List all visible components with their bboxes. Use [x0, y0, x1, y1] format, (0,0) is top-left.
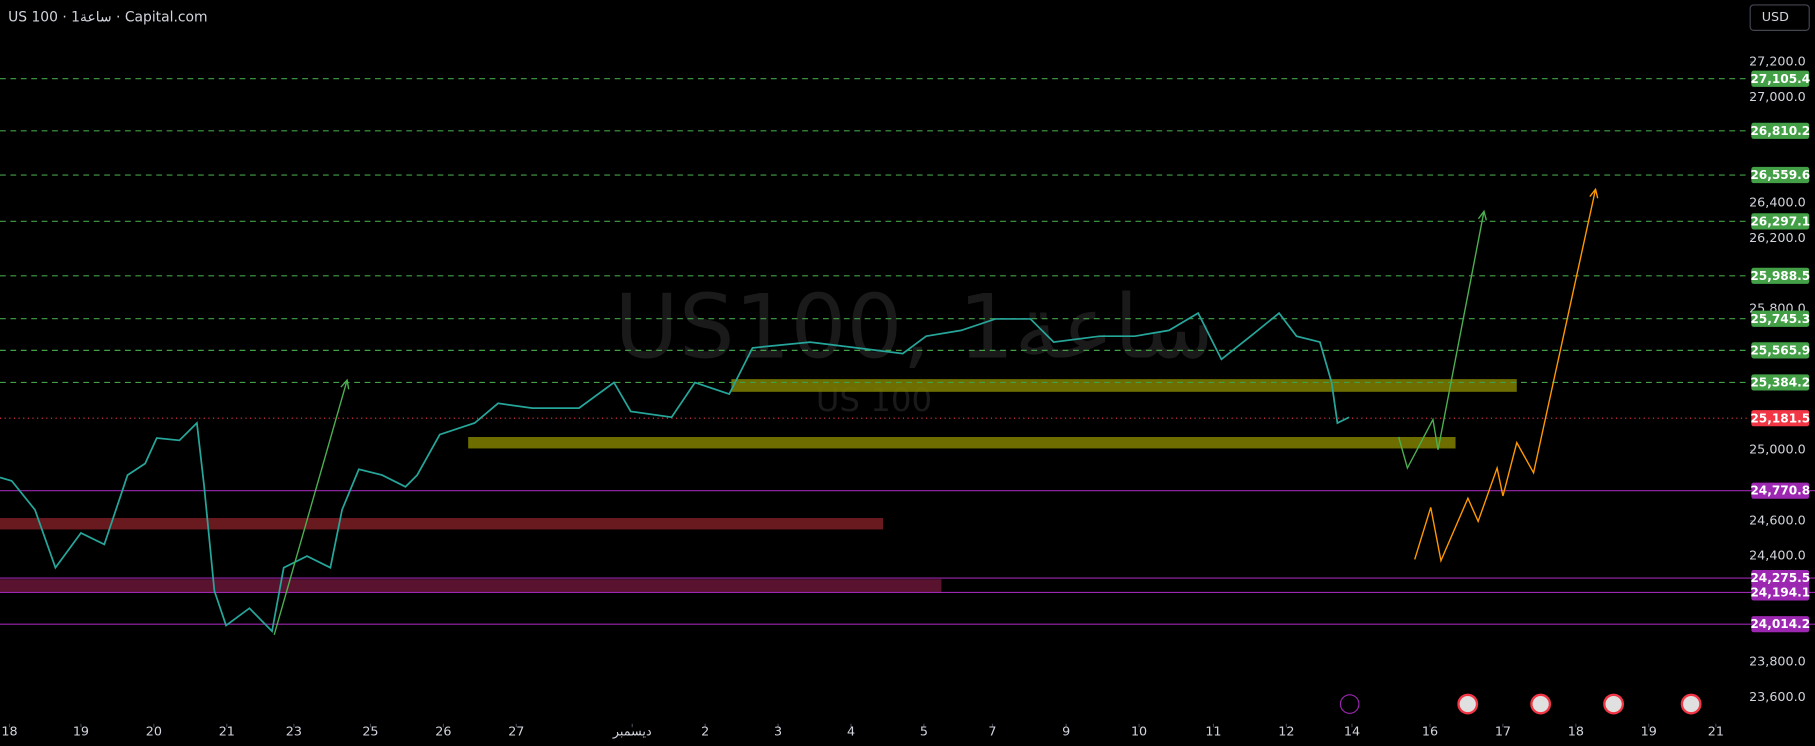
x-tick-label: 5 [920, 724, 928, 739]
projection [273, 379, 348, 635]
x-tick-label: 21 [1708, 724, 1724, 739]
chart-title: US 100 · 1ساعة · Capital.com [8, 10, 207, 26]
y-tick-label: 24,600.0 [1749, 513, 1806, 528]
level-label: 24,275.5 [1750, 571, 1810, 585]
x-tick-label: 2 [701, 724, 709, 739]
x-tick-label: 16 [1422, 724, 1438, 739]
y-tick-label: 26,400.0 [1749, 196, 1806, 211]
level-badge [1751, 310, 1810, 327]
event-icons [1339, 693, 1702, 715]
watermark-text: US100, 1ساعة [614, 276, 1214, 379]
currency-button[interactable] [1749, 4, 1810, 31]
y-tick-label: 23,800.0 [1749, 654, 1806, 669]
level-badge [1751, 569, 1810, 587]
x-tick-label: 12 [1278, 724, 1294, 739]
level-label: 26,810.2 [1750, 124, 1810, 138]
level-label: 25,384.2 [1750, 376, 1810, 390]
x-tick-label: 25 [362, 724, 378, 739]
y-tick-label: 23,600.0 [1749, 690, 1806, 705]
level-label: 25,745.3 [1750, 312, 1810, 326]
level-badge [1751, 482, 1810, 499]
arrow-head [340, 378, 350, 390]
x-tick-label: 19 [1641, 724, 1657, 739]
level-label: 25,988.5 [1750, 269, 1810, 283]
event-icon[interactable] [1339, 694, 1360, 714]
zone [0, 517, 884, 530]
projection [1397, 211, 1485, 470]
x-tick-label: 23 [286, 724, 302, 739]
x-tick-label: 18 [1, 724, 17, 739]
zone [468, 436, 1456, 449]
level-label: 25,181.5 [1750, 411, 1810, 425]
zone [0, 579, 942, 592]
level-label: 26,559.6 [1750, 168, 1810, 182]
y-tick-label: 27,200.0 [1749, 55, 1806, 70]
x-tick-label: 20 [146, 724, 162, 739]
x-tick-label: 19 [73, 724, 89, 739]
event-icon[interactable] [1680, 693, 1702, 715]
event-icon[interactable] [1530, 693, 1552, 715]
level-badge [1751, 374, 1810, 391]
level-label: 27,105.4 [1750, 72, 1810, 86]
y-tick-label: 26,200.0 [1749, 231, 1806, 246]
currency-label[interactable]: USD [1762, 10, 1789, 25]
arrow-head [1589, 187, 1599, 199]
x-tick-label: 9 [1062, 724, 1070, 739]
overlay-layer: 27,105.4 26,810.2 26,559.6 26,297.1 25,988.5… [1750, 70, 1810, 633]
level-badge [1751, 410, 1810, 427]
event-icon[interactable] [1603, 693, 1625, 715]
level-label: 24,194.1 [1750, 586, 1810, 600]
x-tick-label: 3 [774, 724, 782, 739]
zone [731, 379, 1517, 392]
level-badge [1751, 584, 1810, 601]
x-tick-label: 26 [435, 724, 451, 739]
x-tick-label: 10 [1131, 724, 1147, 739]
projection [1414, 189, 1597, 564]
y-tick-label: 27,000.0 [1749, 90, 1806, 105]
y-tick-label: 25,000.0 [1749, 443, 1806, 458]
level-badge [1751, 166, 1810, 184]
x-tick-label: 17 [1495, 724, 1511, 739]
price-line [0, 311, 1350, 634]
level-badge [1751, 267, 1810, 284]
level-label: 24,770.8 [1750, 484, 1810, 498]
event-icon[interactable] [1457, 693, 1479, 715]
x-tick-label: ديسمبر [612, 724, 652, 739]
level-badge [1751, 122, 1810, 139]
arrow-head [1477, 209, 1488, 221]
level-badge [1751, 616, 1810, 633]
level-label: 24,014.2 [1750, 617, 1810, 631]
watermark: US100, 1ساعة US 100 [614, 276, 1214, 419]
level-badge [1751, 213, 1810, 230]
x-tick-label: 7 [988, 724, 996, 739]
x-tick-label: 21 [219, 724, 235, 739]
x-tick-label: 4 [847, 724, 855, 739]
level-label: 26,297.1 [1750, 214, 1810, 228]
level-label: 25,565.9 [1750, 343, 1810, 357]
plot-layer: 23,600.0 23,800.0 24,400.0 24,600.0 25,000.0… [0, 55, 1815, 739]
x-tick-label: 18 [1568, 724, 1584, 739]
x-tick-label: 27 [508, 724, 524, 739]
x-tick-label: 11 [1205, 724, 1221, 739]
level-badge [1751, 70, 1810, 87]
level-badge [1751, 342, 1810, 359]
y-tick-label: 24,400.0 [1749, 549, 1806, 564]
x-tick-label: 14 [1344, 724, 1360, 739]
